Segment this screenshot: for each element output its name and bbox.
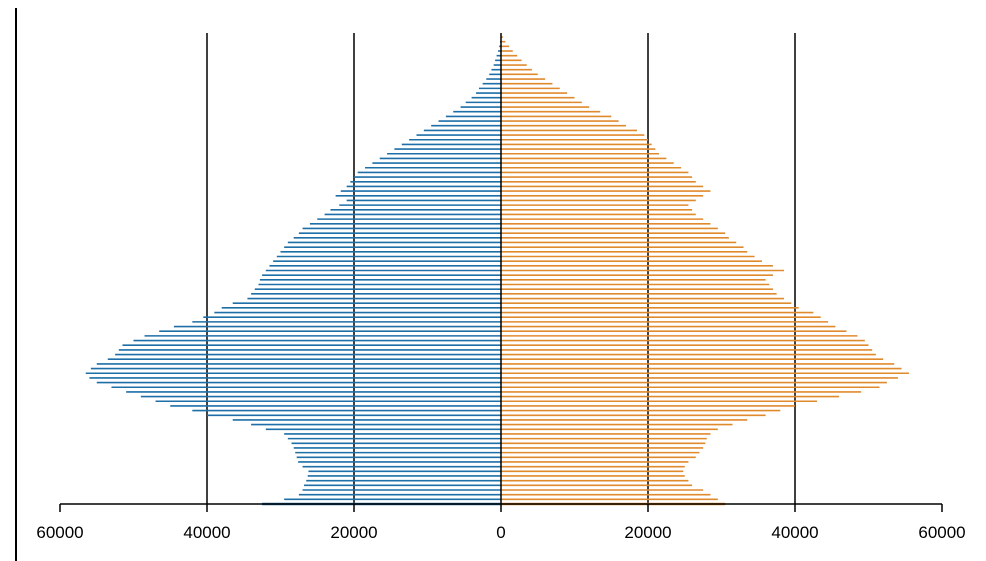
x-tick-label-5: 40000 xyxy=(771,523,818,542)
x-tick-label-2: 20000 xyxy=(330,523,377,542)
bars xyxy=(85,36,909,506)
x-tick-label-4: 20000 xyxy=(624,523,671,542)
x-axis: 60000 40000 20000 0 20000 40000 60000 xyxy=(36,33,966,542)
x-tick-label-1: 40000 xyxy=(183,523,230,542)
x-tick-label-3: 0 xyxy=(496,523,505,542)
gridlines xyxy=(206,33,796,504)
x-tick-label-6: 60000 xyxy=(918,523,965,542)
x-tick-label-0: 60000 xyxy=(36,523,83,542)
